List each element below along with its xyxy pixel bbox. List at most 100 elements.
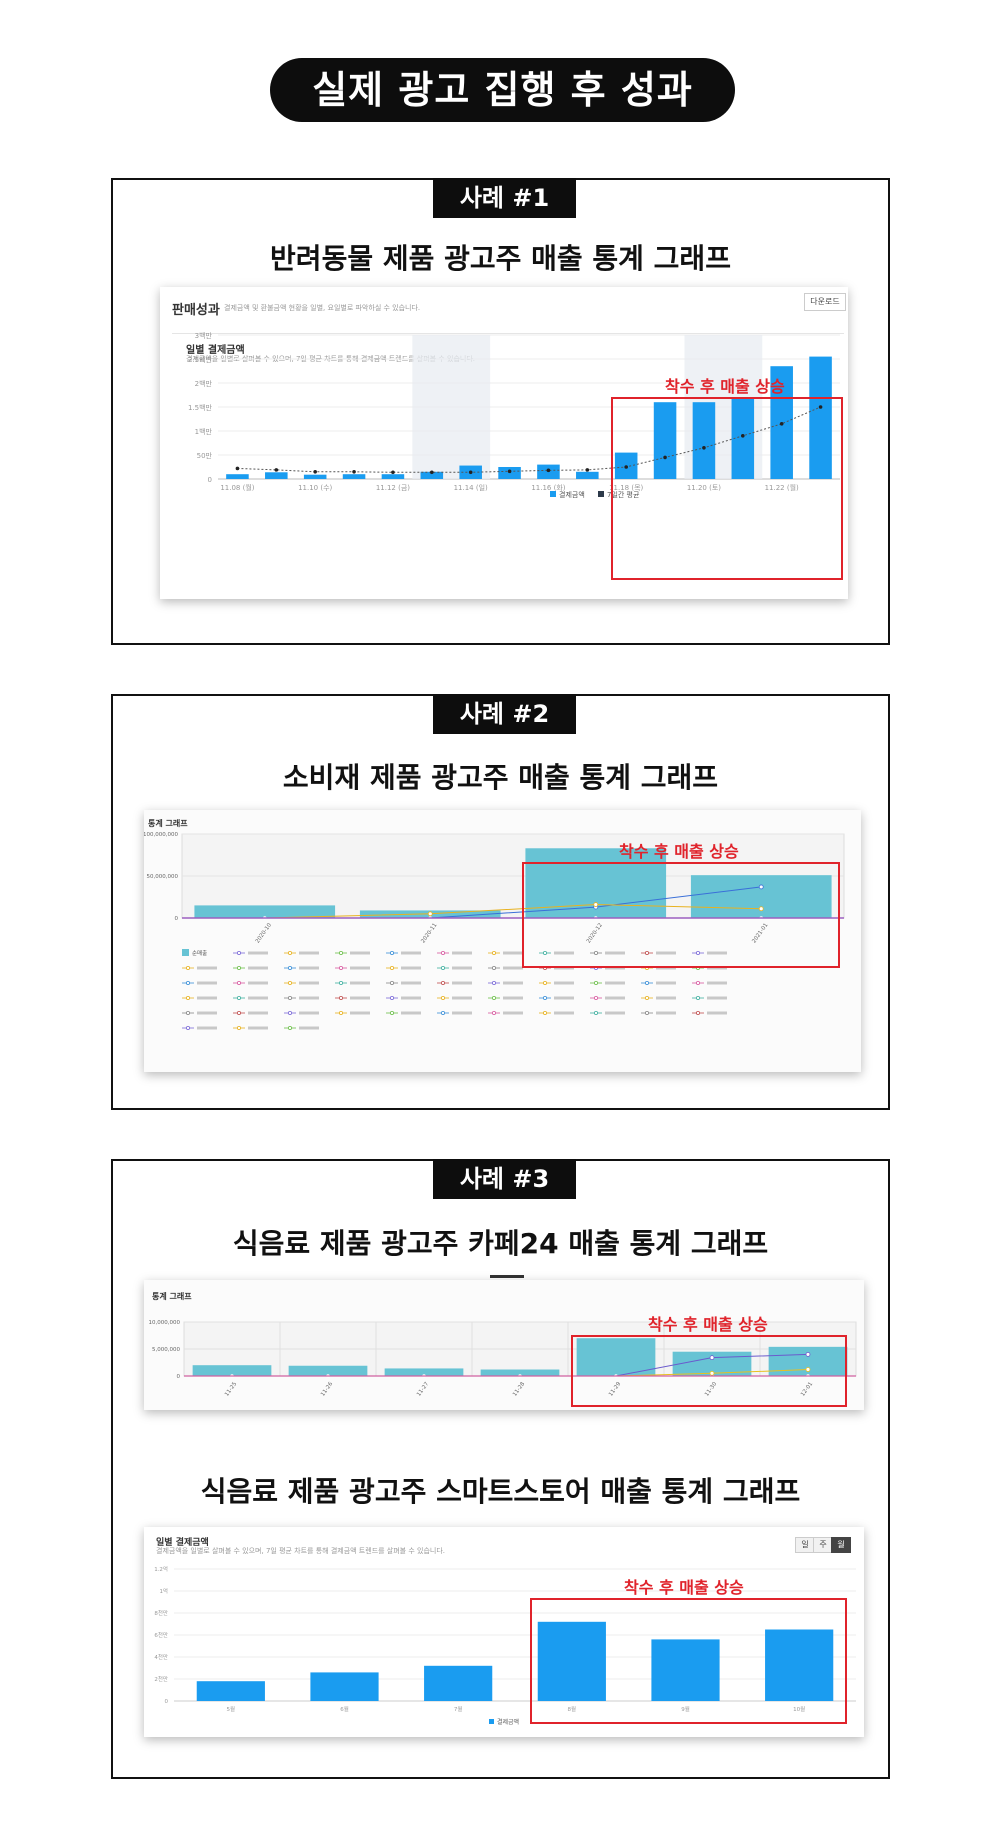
legend-text-placeholder [554, 996, 574, 1000]
case-1-badge: 사례 #1 [433, 178, 576, 218]
avg-point [274, 468, 279, 472]
legend-swatch [182, 949, 189, 956]
legend-text-placeholder [452, 981, 472, 985]
avg-point [741, 434, 745, 438]
legend-text-placeholder [656, 966, 676, 970]
legend-marker-dot [338, 965, 343, 970]
x-tick-label: 11.14 (일) [454, 483, 488, 492]
legend-text-placeholder [503, 951, 523, 955]
legend-marker-dot [593, 950, 598, 955]
legend-marker-dot [542, 980, 547, 985]
panel-title: 통계 그래프 [152, 1292, 192, 1301]
legend-marker-dot [338, 995, 343, 1000]
chart-1: 0 50만 1백만 1.5백만 2백만 2.5백만 3백만 11.08 (월) 11.10 (수… [188, 331, 840, 499]
series-point [709, 1355, 715, 1361]
legend-marker-dot [237, 980, 242, 985]
panel-divider [172, 333, 844, 334]
legend-marker-dot [186, 965, 191, 970]
case-1-highlight-box [611, 397, 843, 580]
bar [288, 1365, 368, 1376]
legend-marker-dot [237, 965, 242, 970]
legend-text-placeholder [401, 996, 421, 1000]
avg-point [585, 468, 590, 472]
legend-text-placeholder [248, 981, 268, 985]
y-tick-label: 1.2억 [154, 1565, 168, 1573]
y-tick-label: 6천만 [154, 1631, 168, 1639]
legend-marker-dot [338, 1010, 343, 1015]
y-tick-label: 10,000,000 [149, 1320, 181, 1326]
bar [480, 1369, 560, 1376]
legend-swatch [489, 1719, 494, 1724]
y-tick-label: 50만 [197, 451, 213, 460]
legend-marker-dot [287, 950, 292, 955]
legend-marker-dot [644, 980, 649, 985]
legend-text-placeholder [452, 996, 472, 1000]
legend-text-placeholder [656, 981, 676, 985]
x-tick-label: 11-25 [224, 1381, 238, 1398]
bar [809, 356, 832, 479]
legend-text-placeholder [554, 981, 574, 985]
case-3-heading: 식음료 제품 광고주 카페24 매출 통계 그래프 [232, 1227, 769, 1260]
case-2-heading: 소비재 제품 광고주 매출 통계 그래프 [282, 761, 719, 794]
legend-text-placeholder [299, 966, 319, 970]
avg-point [235, 466, 240, 471]
legend-marker-dot [491, 995, 496, 1000]
legend-marker-dot [440, 965, 445, 970]
case-2-highlight-box [522, 862, 840, 968]
case-3-heading-2: 식음료 제품 광고주 스마트스토어 매출 통계 그래프 [200, 1475, 801, 1508]
avg-point [663, 455, 667, 460]
x-tick-label: 11.16 (화) [531, 484, 565, 492]
toggle-month[interactable]: 월 [831, 1537, 851, 1553]
bar [303, 474, 327, 479]
x-tick-label: 11.08 (월) [220, 483, 254, 492]
avg-point [313, 470, 317, 474]
card-subtitle: 결제금액을 일별로 살펴볼 수 있으며, 7일 평균 차트를 통해 결제금액 트… [156, 1547, 445, 1555]
series-point [427, 911, 433, 917]
legend-text-placeholder [248, 1026, 268, 1030]
legend-text-placeholder [605, 951, 625, 955]
legend-marker-dot [491, 950, 496, 955]
legend-text-placeholder [707, 951, 727, 955]
legend-text-placeholder [656, 996, 676, 1000]
x-tick-label: 10월 [793, 1705, 805, 1713]
avg-point [391, 470, 395, 475]
series-point [758, 906, 764, 912]
legend-marker-dot [593, 980, 598, 985]
legend-label: 순매출 [192, 949, 207, 957]
bar [576, 471, 599, 479]
legend-text-placeholder [707, 966, 727, 970]
legend-text-placeholder [605, 996, 625, 1000]
avg-point [624, 465, 628, 469]
bar [192, 1365, 272, 1376]
page-title: 실제 광고 집행 후 성과 [270, 58, 735, 122]
card-title: 일별 결제금액 [156, 1538, 209, 1548]
case-3-screenshot-2: 일별 결제금액 결제금액을 일별로 살펴볼 수 있으며, 7일 평균 차트를 통… [144, 1527, 864, 1737]
case-3-highlight-label-1: 착수 후 매출 상승 [648, 1315, 768, 1334]
legend-marker-dot [593, 1010, 598, 1015]
case-3-screenshot-1: 통계 그래프 0 5,000,000 10,000,000 11-25 11-26 11-… [144, 1280, 864, 1410]
legend-marker-dot [696, 950, 701, 955]
legend-text-placeholder [707, 1011, 727, 1015]
x-tick-label: 11-26 [320, 1381, 334, 1398]
legend-marker-dot [491, 980, 496, 985]
download-button[interactable]: 다운로드 [804, 293, 846, 311]
legend-text-placeholder [248, 996, 268, 1000]
bar [226, 474, 249, 479]
x-tick-label: 9월 [681, 1705, 690, 1713]
legend-text-placeholder [554, 966, 574, 970]
bar [537, 1621, 606, 1701]
legend-marker-dot [440, 980, 445, 985]
legend-marker-dot [542, 1010, 547, 1015]
y-tick-label: 5,000,000 [152, 1347, 180, 1353]
x-tick-label: 11.12 (금) [376, 484, 410, 492]
legend-text-placeholder [605, 966, 625, 970]
case-2-badge: 사례 #2 [433, 694, 576, 734]
legend-label: 7일간 평균 [607, 490, 640, 499]
legend-marker-dot [593, 995, 598, 1000]
bar [576, 1338, 656, 1376]
legend-text-placeholder [350, 981, 370, 985]
avg-point [430, 470, 434, 475]
legend-marker-dot [287, 995, 292, 1000]
bar [653, 402, 677, 479]
bar [194, 905, 336, 918]
